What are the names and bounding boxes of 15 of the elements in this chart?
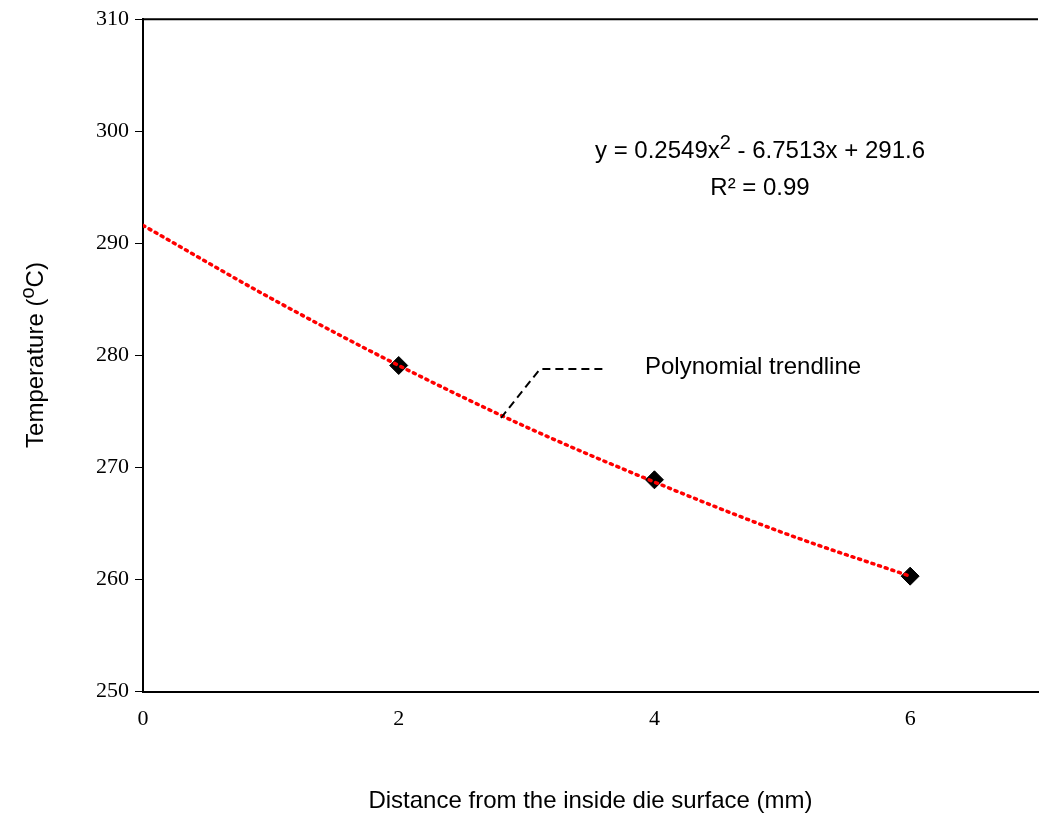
x-axis-title: Distance from the inside die surface (mm) [368, 786, 813, 814]
y-tick-label: 260 [96, 565, 129, 591]
annotation: y = 0.2549x$^{2}$ - 6.7513x + 291.6 [594, 130, 926, 164]
x-tick-label: 2 [393, 704, 405, 730]
y-tick-label: 300 [96, 117, 129, 143]
y-tick-label: 290 [96, 229, 129, 255]
x-tick-label: 6 [904, 704, 916, 730]
y-tick-label: 250 [96, 677, 129, 703]
y-tick-label: 310 [96, 4, 129, 30]
x-tick-label: 0 [137, 704, 149, 730]
annotation: Polynomial trendline [645, 352, 862, 380]
x-tick-label: 4 [648, 704, 660, 730]
y-tick-label: 270 [96, 453, 129, 479]
y-tick-label: 280 [96, 341, 129, 367]
annotation: R² = 0.99 [710, 173, 810, 201]
